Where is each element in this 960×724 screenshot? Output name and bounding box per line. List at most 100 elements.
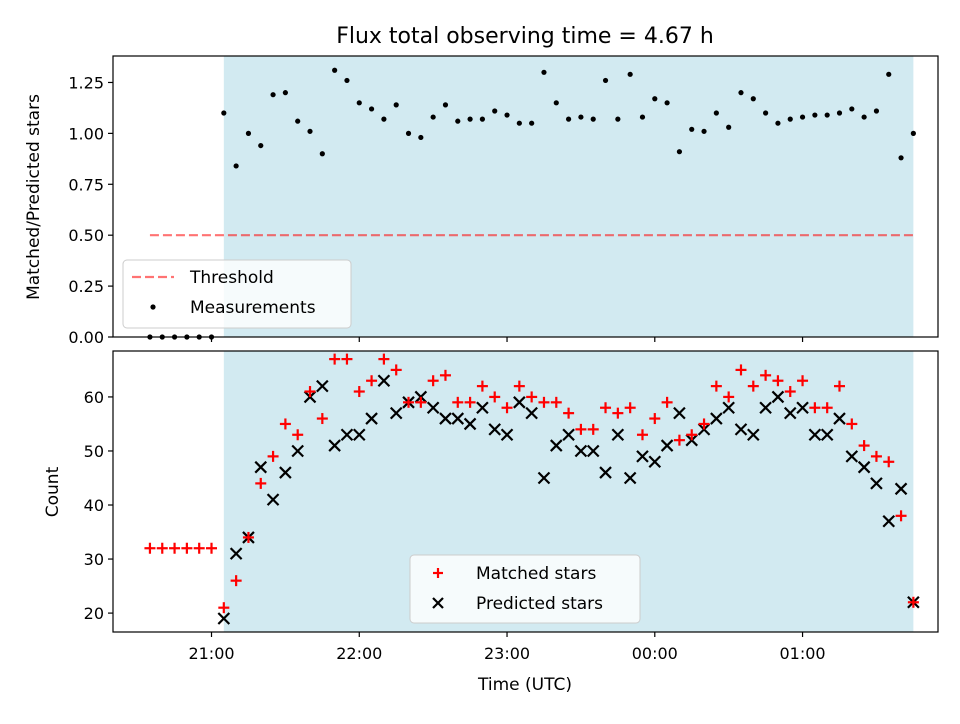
predicted-star-point — [747, 428, 760, 442]
predicted-star-point — [537, 471, 551, 485]
predicted-star-point — [328, 439, 341, 452]
matched-star-point — [760, 369, 772, 381]
predicted-star-point — [562, 428, 575, 442]
legend-measurements-swatch — [150, 304, 156, 310]
matched-star-point — [218, 602, 230, 614]
matched-star-point — [575, 423, 587, 435]
measurement-point — [553, 100, 559, 106]
measurement-point — [516, 120, 522, 126]
matched-star-point — [501, 402, 513, 414]
predicted-star-point — [254, 460, 268, 474]
measurement-point — [270, 92, 276, 98]
matched-star-point — [821, 402, 833, 414]
legend-threshold-label: Threshold — [189, 268, 274, 288]
measurement-point — [750, 96, 756, 102]
legend-bottom: Matched stars Predicted stars — [409, 554, 641, 624]
matched-star-points — [144, 353, 919, 614]
matched-star-point — [439, 369, 451, 381]
matched-star-point — [710, 380, 722, 392]
legend-measurements-label: Measurements — [190, 298, 316, 318]
x-tick-label: 00:00 — [632, 644, 678, 663]
measurement-point — [763, 110, 769, 116]
legend-top-box — [122, 259, 352, 329]
matched-star-point — [809, 402, 821, 414]
measurement-point — [775, 120, 781, 126]
matched-star-point — [735, 364, 747, 376]
matched-star-point — [907, 596, 919, 608]
legend-matched-label: Matched stars — [476, 564, 596, 584]
predicted-star-point — [660, 439, 674, 452]
matched-star-point — [883, 456, 895, 468]
matched-star-point — [563, 407, 575, 419]
y-tick-label: 30 — [84, 550, 104, 569]
predicted-star-point — [845, 450, 859, 463]
measurement-point — [258, 142, 264, 149]
predicted-star-point — [340, 428, 354, 442]
measurement-point — [430, 114, 436, 120]
matched-star-point — [476, 380, 488, 392]
matched-star-point — [230, 575, 242, 587]
y-tick-label: 40 — [84, 496, 104, 515]
panel-top: 0.00 0.25 0.50 0.75 1.00 1.25 Matched/Predict… — [24, 55, 939, 347]
matched-star-point — [747, 380, 759, 392]
matched-star-point — [513, 380, 525, 392]
predicted-star-point — [316, 379, 329, 393]
matched-star-point — [415, 396, 427, 408]
predicted-star-point — [870, 477, 883, 490]
measurement-point — [565, 116, 572, 122]
predicted-star-point — [648, 455, 662, 469]
predicted-star-point — [722, 401, 735, 415]
panel-top-frame — [112, 55, 939, 338]
predicted-star-point — [439, 412, 452, 425]
matched-star-point — [538, 396, 550, 408]
measurement-point — [787, 116, 793, 122]
matched-star-point — [242, 531, 254, 543]
matched-star-point — [797, 375, 809, 387]
matched-star-point — [526, 391, 538, 403]
matched-star-point — [304, 386, 316, 398]
predicted-star-point — [476, 401, 489, 415]
predicted-star-point — [808, 428, 822, 442]
predicted-star-point — [857, 460, 871, 474]
measurement-points — [147, 67, 916, 340]
measurement-point — [873, 108, 880, 114]
measurement-point — [578, 114, 584, 120]
measurement-point — [393, 102, 399, 108]
matched-star-point — [673, 434, 685, 446]
measurement-point — [492, 108, 498, 114]
chart-title: Flux total observing time = 4.67 h — [336, 24, 714, 49]
measurement-point — [836, 110, 843, 116]
predicted-star-point — [734, 423, 748, 436]
predicted-star-point — [673, 406, 686, 420]
matched-star-point — [169, 542, 181, 554]
measurement-point — [282, 90, 288, 96]
predicted-star-point — [759, 401, 772, 415]
measurement-point — [799, 114, 806, 120]
x-tick-label: 01:00 — [779, 644, 825, 663]
measurement-point — [849, 106, 855, 112]
predicted-star-point — [426, 401, 440, 415]
measurement-point — [639, 114, 646, 120]
measurement-point — [541, 69, 547, 75]
matched-star-point — [464, 396, 476, 408]
measurement-point — [738, 90, 744, 96]
measurement-point — [529, 120, 535, 126]
matched-star-point — [341, 353, 353, 365]
matched-star-point — [833, 380, 845, 392]
panel-bottom-frame — [112, 350, 939, 633]
legend-predicted-label: Predicted stars — [476, 594, 603, 614]
measurement-point — [344, 77, 350, 84]
matched-star-point — [378, 353, 390, 365]
measurement-point — [898, 155, 904, 161]
matched-star-point — [612, 407, 624, 419]
predicted-star-point — [229, 547, 243, 560]
matched-star-point — [624, 402, 636, 414]
predicted-star-point — [377, 374, 391, 387]
y-tick-label: 1.00 — [68, 124, 104, 143]
measurement-point — [602, 77, 609, 84]
predicted-star-point — [525, 406, 538, 420]
matched-star-point — [846, 418, 858, 430]
matched-star-point — [895, 510, 907, 522]
predicted-star-point — [586, 444, 600, 458]
matched-star-point — [292, 429, 304, 441]
